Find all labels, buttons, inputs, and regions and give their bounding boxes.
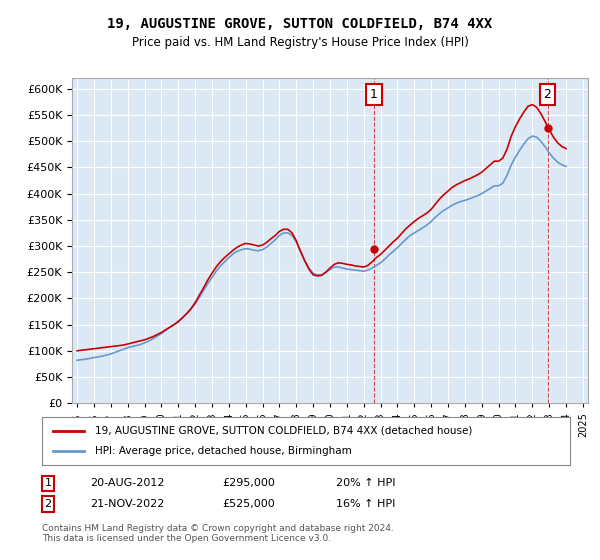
Text: Price paid vs. HM Land Registry's House Price Index (HPI): Price paid vs. HM Land Registry's House … — [131, 36, 469, 49]
Text: 19, AUGUSTINE GROVE, SUTTON COLDFIELD, B74 4XX (detached house): 19, AUGUSTINE GROVE, SUTTON COLDFIELD, B… — [95, 426, 472, 436]
Text: 2: 2 — [44, 499, 52, 509]
Text: 1: 1 — [44, 478, 52, 488]
Text: 21-NOV-2022: 21-NOV-2022 — [90, 499, 164, 509]
Text: 20% ↑ HPI: 20% ↑ HPI — [336, 478, 395, 488]
Text: 2: 2 — [544, 88, 551, 101]
Text: £525,000: £525,000 — [222, 499, 275, 509]
Text: 19, AUGUSTINE GROVE, SUTTON COLDFIELD, B74 4XX: 19, AUGUSTINE GROVE, SUTTON COLDFIELD, B… — [107, 17, 493, 31]
Text: £295,000: £295,000 — [222, 478, 275, 488]
Text: HPI: Average price, detached house, Birmingham: HPI: Average price, detached house, Birm… — [95, 446, 352, 456]
Text: 1: 1 — [370, 88, 378, 101]
Text: 20-AUG-2012: 20-AUG-2012 — [90, 478, 164, 488]
Text: 16% ↑ HPI: 16% ↑ HPI — [336, 499, 395, 509]
Text: Contains HM Land Registry data © Crown copyright and database right 2024.
This d: Contains HM Land Registry data © Crown c… — [42, 524, 394, 543]
